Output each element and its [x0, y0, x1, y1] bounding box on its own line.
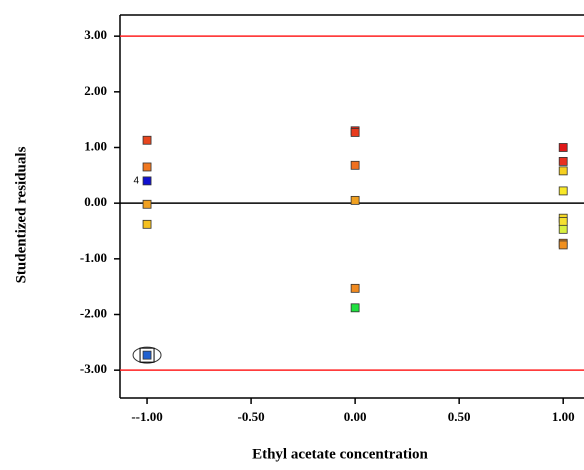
- point: [558, 143, 568, 152]
- y-tick-label: -3.00: [80, 361, 107, 376]
- annotation: 4: [133, 176, 139, 187]
- y-tick-label: 3.00: [84, 27, 107, 42]
- x-tick-label: 0.00: [344, 409, 367, 424]
- point: [558, 166, 568, 176]
- point: [142, 176, 152, 186]
- y-axis-label: Studentized residuals: [13, 146, 29, 283]
- point: [350, 303, 360, 313]
- point: [558, 157, 568, 166]
- point: [558, 224, 568, 234]
- point: [350, 283, 360, 293]
- x-tick-label: -0.50: [238, 409, 265, 424]
- x-tick-label: --1.00: [131, 409, 162, 424]
- point: [142, 135, 152, 145]
- y-tick-label: -1.00: [80, 250, 107, 265]
- point: [350, 195, 360, 205]
- highlight-box: [139, 347, 155, 363]
- x-axis-label: Ethyl acetate concentration: [252, 446, 428, 462]
- point: [350, 160, 360, 170]
- point: [558, 217, 568, 226]
- x-tick-label: 0.50: [448, 409, 471, 424]
- point: [558, 186, 568, 196]
- point: [142, 162, 152, 172]
- y-tick-label: 0.00: [84, 194, 107, 209]
- point: [142, 350, 152, 360]
- point: [558, 240, 568, 250]
- y-tick-label: -2.00: [80, 305, 107, 320]
- y-tick-label: 1.00: [84, 138, 107, 153]
- y-tick-label: 2.00: [84, 83, 107, 98]
- x-tick-label: 1.00: [552, 409, 575, 424]
- highlight-ring: [132, 346, 162, 364]
- point: [350, 128, 360, 137]
- point: [142, 219, 152, 229]
- point: [142, 199, 152, 209]
